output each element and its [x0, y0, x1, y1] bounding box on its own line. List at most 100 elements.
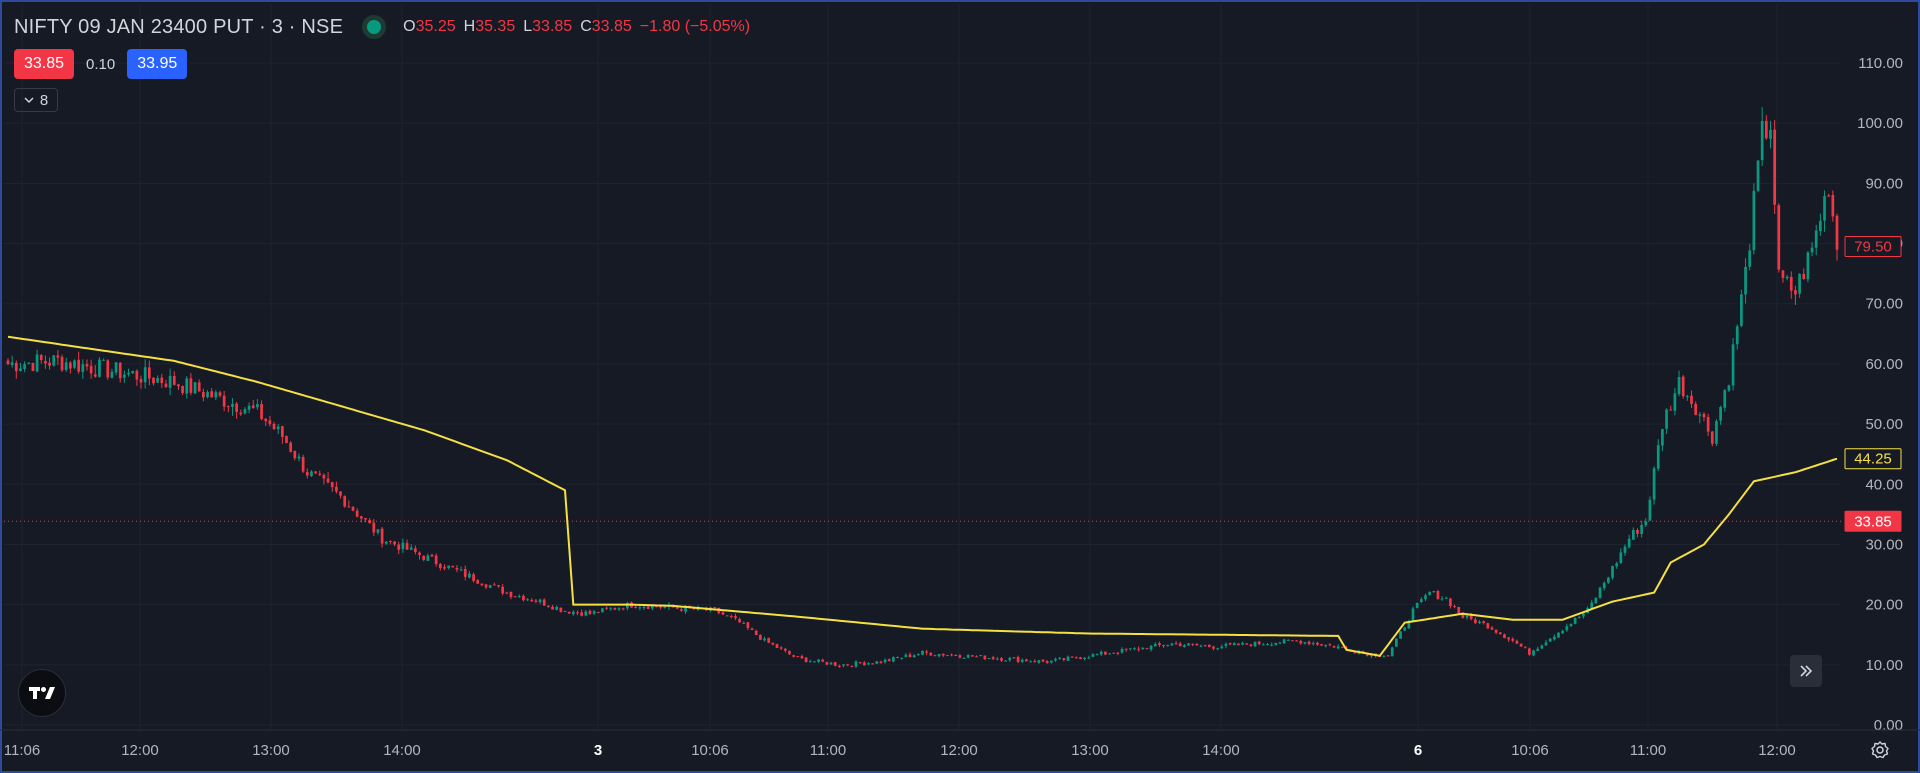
- candle-body: [1602, 582, 1606, 589]
- candle-body: [463, 569, 467, 577]
- candle-body: [492, 584, 496, 586]
- candle-body: [1498, 632, 1502, 635]
- candle-body: [1095, 654, 1099, 656]
- candle-body: [10, 362, 14, 365]
- ohlc-high: H35.35: [464, 18, 516, 36]
- candle-body: [384, 541, 388, 544]
- candle-body: [1062, 658, 1066, 660]
- symbol-title[interactable]: NIFTY 09 JAN 23400 PUT · 3 · NSE: [14, 15, 344, 38]
- candle-body: [1295, 640, 1298, 642]
- candle-body: [642, 606, 646, 609]
- candle-body: [1785, 276, 1789, 279]
- candle-body: [1249, 644, 1253, 647]
- candle-body: [1573, 617, 1577, 624]
- candle-body: [69, 362, 72, 369]
- candle-body: [1020, 659, 1024, 662]
- sell-button[interactable]: 33.85: [14, 49, 75, 79]
- buy-button[interactable]: 33.95: [127, 49, 188, 79]
- candle-body: [393, 541, 396, 545]
- candle-body: [530, 599, 534, 602]
- tradingview-logo-icon[interactable]: [18, 669, 66, 717]
- candle-body: [1681, 376, 1685, 397]
- candle-body: [1802, 273, 1806, 280]
- candle-body: [1698, 414, 1702, 416]
- candle-body: [646, 606, 650, 609]
- candle-body: [268, 420, 272, 425]
- indicators-toggle-button[interactable]: 8: [14, 88, 58, 112]
- candle-body: [1303, 642, 1307, 644]
- x-tick-label: 13:00: [1071, 742, 1109, 759]
- candle-body: [48, 362, 51, 366]
- candle-body: [139, 379, 143, 383]
- candle-body: [1823, 196, 1826, 221]
- candle-body: [551, 606, 554, 610]
- scroll-to-realtime-icon[interactable]: [1790, 655, 1822, 687]
- candle-body: [1582, 613, 1585, 617]
- candle-body: [1814, 230, 1818, 248]
- candle-body: [60, 356, 64, 371]
- candle-body: [742, 622, 746, 624]
- candle-body: [56, 355, 60, 358]
- candle-body: [542, 599, 546, 606]
- candle-body: [692, 608, 696, 610]
- candle-body: [534, 600, 538, 602]
- candle-body: [1735, 326, 1739, 345]
- x-tick-label: 10:06: [1511, 742, 1549, 759]
- candle-body: [896, 657, 899, 659]
- candle-body: [1569, 623, 1573, 627]
- candle-body: [1332, 646, 1336, 648]
- candle-body: [497, 585, 500, 587]
- candle-body: [447, 565, 450, 568]
- candle-body: [1124, 648, 1128, 650]
- candle-body: [954, 654, 958, 657]
- candle-body: [933, 655, 937, 657]
- candle-body: [858, 662, 862, 664]
- candle-body: [1723, 390, 1727, 408]
- candle-body: [1241, 642, 1244, 645]
- candle-body: [501, 586, 505, 594]
- candle-body: [256, 404, 259, 408]
- candle-body: [210, 391, 214, 398]
- candle-body: [260, 403, 263, 420]
- chart-settings-icon[interactable]: [1868, 738, 1892, 762]
- candle-body: [1478, 621, 1481, 624]
- candle-body: [1066, 656, 1070, 661]
- candle-body: [854, 661, 858, 667]
- candle-body: [106, 360, 110, 378]
- candle-body: [368, 520, 371, 524]
- candle-body: [1503, 634, 1506, 638]
- candle-body: [1324, 644, 1328, 647]
- candle-body: [829, 662, 833, 665]
- candle-body: [1727, 385, 1731, 391]
- x-tick-label: 11:00: [1630, 742, 1666, 759]
- ohlc-close-label: C: [580, 18, 592, 35]
- candle-body: [675, 607, 679, 609]
- candle-body: [1104, 651, 1107, 655]
- candle-body: [73, 360, 76, 368]
- candle-body: [509, 591, 513, 598]
- candle-body: [1365, 653, 1369, 656]
- candle-body: [962, 657, 966, 659]
- candle-body: [738, 619, 741, 623]
- grid: [4, 4, 1840, 730]
- candle-body: [908, 654, 912, 658]
- candle-body: [871, 663, 874, 665]
- candle-body: [235, 403, 238, 412]
- x-tick-label: 12:00: [121, 742, 159, 759]
- candle-body: [912, 655, 916, 658]
- candle-body: [1690, 395, 1693, 404]
- y-tick-label: 50.00: [1865, 416, 1903, 433]
- candle-body: [1079, 657, 1082, 659]
- candle-body: [1810, 247, 1814, 253]
- candle-body: [875, 661, 879, 664]
- candle-body: [293, 451, 297, 459]
- candle-body: [946, 655, 949, 657]
- candle-body: [1490, 627, 1494, 630]
- ohlc-low-value: 33.85: [532, 18, 573, 35]
- candle-body: [476, 580, 480, 584]
- candle-body: [1012, 657, 1016, 659]
- candle-body: [1515, 640, 1519, 644]
- candle-body: [1149, 645, 1153, 650]
- candle-body: [576, 612, 579, 614]
